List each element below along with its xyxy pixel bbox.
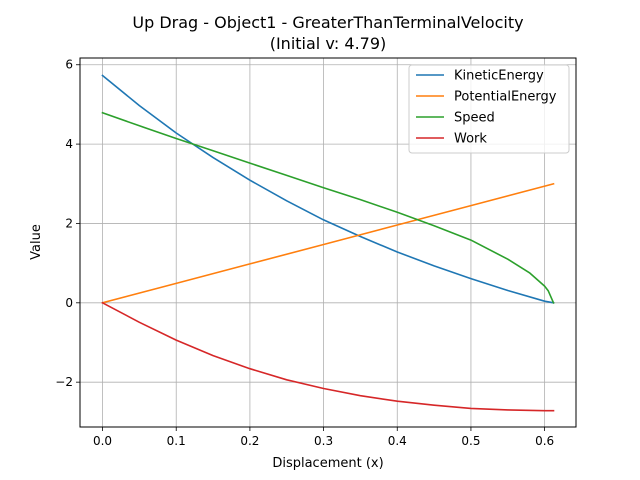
- x-tick-label: 0.1: [167, 434, 186, 448]
- y-tick-label: 0: [65, 296, 73, 310]
- legend-label: Speed: [454, 111, 495, 126]
- y-tick-label: 4: [65, 137, 73, 151]
- legend-frame: [408, 64, 570, 154]
- series-line-speed: [101, 111, 555, 304]
- y-axis-label: Value: [29, 224, 44, 260]
- x-tick-label: 0.0: [93, 434, 112, 448]
- legend-label: Work: [454, 132, 487, 147]
- y-tick-label: 2: [65, 216, 73, 230]
- legend-label: PotentialEnergy: [454, 90, 557, 105]
- y-tick-label: 6: [65, 58, 73, 72]
- plot-frame: [79, 57, 577, 428]
- legend: KineticEnergy PotentialEnergy Speed Work: [408, 64, 570, 154]
- x-tick-label: 0.4: [388, 434, 407, 448]
- series-line-kineticenergy: [101, 74, 555, 304]
- x-axis-label: Displacement (x): [272, 456, 383, 471]
- x-tick-label: 0.6: [535, 434, 554, 448]
- tick-layer: 0.0 0.1 0.2 0.3 0.4 0.5 0.6 −2 0 2 4 6: [55, 58, 554, 448]
- y-tick-label: −2: [55, 375, 73, 389]
- chart-title: Up Drag - Object1 - GreaterThanTerminalV…: [132, 13, 523, 32]
- chart-subtitle: (Initial v: 4.79): [270, 34, 387, 53]
- series-layer: [101, 74, 555, 412]
- x-tick-label: 0.3: [314, 434, 333, 448]
- x-tick-label: 0.5: [461, 434, 480, 448]
- series-line-potentialenergy: [101, 182, 555, 304]
- x-tick-label: 0.2: [240, 434, 259, 448]
- legend-label: KineticEnergy: [454, 69, 544, 84]
- series-line-work: [101, 301, 555, 412]
